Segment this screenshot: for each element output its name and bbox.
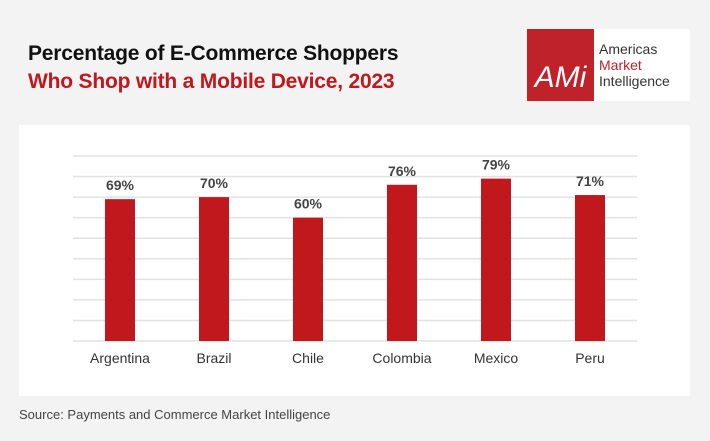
ami-logo: AMi Americas Market Intelligence [527,29,690,101]
source-note: Source: Payments and Commerce Market Int… [19,407,331,422]
data-label: 71% [576,173,605,189]
x-tick-label: Colombia [372,350,431,366]
logo-text-1: Americas [599,41,658,57]
x-tick-label: Brazil [196,350,231,366]
data-label: 70% [200,175,229,191]
bar [481,178,511,341]
x-tick-label: Mexico [474,350,519,366]
x-tick-label: Peru [575,350,605,366]
data-label: 76% [388,163,417,179]
bar [387,184,417,341]
bar [575,195,605,341]
x-tick-label: Argentina [90,350,150,366]
logo-text-3: Intelligence [599,73,670,89]
data-label: 79% [482,157,511,173]
logo-mark: AMi [527,29,594,101]
bar [199,197,229,341]
bar [105,199,135,341]
data-label: 69% [106,177,135,193]
chart-title-line2: Who Shop with a Mobile Device, 2023 [28,70,395,93]
bar [293,217,323,341]
chart-title-line1: Percentage of E-Commerce Shoppers [28,42,399,65]
data-label: 60% [294,196,323,212]
logo-text-2: Market [599,57,642,73]
x-tick-label: Chile [292,350,324,366]
